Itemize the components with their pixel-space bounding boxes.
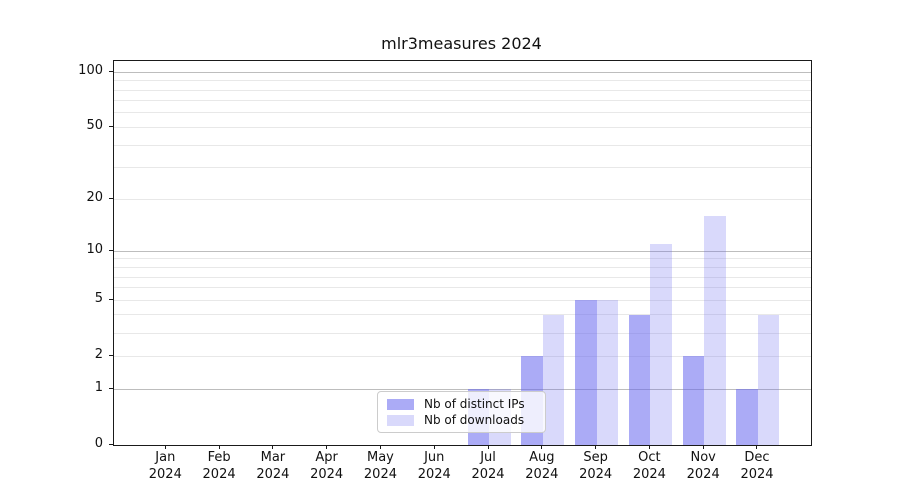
x-tick-label: Mar 2024 [241,450,305,483]
x-tick-mark [218,445,220,449]
y-tick-mark [109,444,113,445]
minor-gridline [114,276,811,278]
bar-downloads [704,216,726,445]
legend-item-downloads: Nb of downloads [387,413,537,427]
x-tick-label: Oct 2024 [617,450,681,483]
y-tick-mark [109,71,113,73]
y-tick-label: 100 [78,63,103,79]
x-tick-mark [379,445,381,449]
y-tick-mark [109,126,113,128]
y-tick-label: 5 [94,291,103,307]
x-tick-label: Apr 2024 [295,450,359,483]
legend-label-downloads: Nb of downloads [424,413,525,427]
y-tick-mark [109,299,113,301]
minor-gridline [114,89,811,91]
x-tick-mark [702,445,704,449]
x-tick-year: 2024 [310,466,344,482]
minor-gridline [114,112,811,114]
minor-gridline [114,299,811,301]
x-tick-year: 2024 [632,466,666,482]
minor-gridline [114,332,811,334]
x-tick-year: 2024 [148,466,182,482]
x-tick-mark [648,445,650,449]
y-tick-label: 20 [86,190,103,206]
bar-downloads [650,244,672,445]
plot-area [113,60,812,446]
major-gridline [114,250,811,252]
x-tick-year: 2024 [256,466,290,482]
x-tick-mark [756,445,758,449]
y-tick-mark [109,198,113,200]
bar-distinct-ips [628,315,651,445]
x-tick-year: 2024 [202,466,236,482]
legend-item-distinct-ips: Nb of distinct IPs [387,397,537,411]
major-gridline [114,388,811,390]
bar-distinct-ips [575,300,597,445]
x-tick-label: Sep 2024 [564,450,628,483]
x-tick-year: 2024 [363,466,397,482]
y-tick-mark [109,250,113,252]
minor-gridline [114,314,811,316]
x-tick-year: 2024 [471,466,505,482]
x-tick-mark [433,445,435,449]
major-gridline [114,71,811,73]
x-tick-label: Jul 2024 [456,450,520,483]
minor-gridline [114,126,811,128]
chart-title: mlr3measures 2024 [381,34,542,53]
x-tick-mark [272,445,274,449]
legend: Nb of distinct IPs Nb of downloads [377,391,546,433]
minor-gridline [114,267,811,268]
legend-label-distinct-ips: Nb of distinct IPs [424,397,525,411]
bar-distinct-ips [682,356,705,445]
x-tick-year: 2024 [740,466,774,482]
y-tick-label: 50 [86,118,103,134]
x-tick-year: 2024 [686,466,720,482]
bar-downloads [596,300,619,445]
x-tick-mark [541,445,543,449]
x-tick-label: May 2024 [348,450,412,483]
minor-gridline [114,355,811,357]
x-tick-year: 2024 [525,466,559,482]
minor-gridline [114,80,811,82]
y-tick-label: 0 [94,436,103,451]
x-tick-label: Jan 2024 [133,450,197,483]
minor-gridline [114,167,811,169]
minor-gridline [114,100,811,102]
x-tick-label: Feb 2024 [187,450,251,483]
x-tick-label: Dec 2024 [725,450,789,483]
x-tick-label: Jun 2024 [402,450,466,483]
minor-gridline [114,287,811,289]
minor-gridline [114,258,811,260]
legend-swatch-distinct-ips-icon [387,398,414,410]
y-tick-label: 10 [86,242,103,258]
bar-downloads [757,315,780,445]
legend-swatch-downloads-icon [387,414,414,426]
y-tick-mark [109,355,113,357]
x-tick-year: 2024 [579,466,613,482]
minor-gridline [114,198,811,200]
x-tick-mark [595,445,597,449]
y-tick-label: 1 [94,380,103,395]
y-tick-label: 2 [94,347,103,363]
bar-distinct-ips [736,389,758,445]
bar-downloads [542,315,565,445]
x-tick-label: Aug 2024 [510,450,574,483]
minor-gridline [114,144,811,146]
x-tick-mark [326,445,328,449]
y-tick-mark [109,388,113,389]
x-tick-label: Nov 2024 [671,450,735,483]
x-tick-mark [164,445,166,449]
x-tick-year: 2024 [417,466,451,482]
x-tick-mark [487,445,489,449]
